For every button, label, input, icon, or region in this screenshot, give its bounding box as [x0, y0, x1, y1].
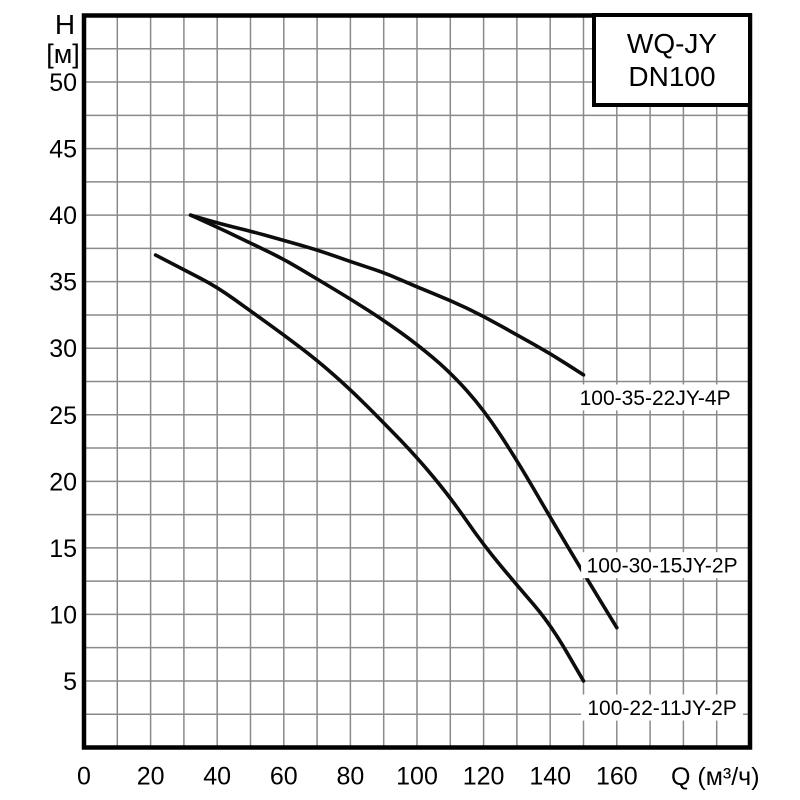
x-tick-label: 60: [270, 763, 298, 791]
x-tick-label: 80: [336, 763, 364, 791]
y-tick-label: 5: [63, 668, 77, 696]
x-tick-label: 120: [463, 763, 505, 791]
pump-curve: [188, 213, 619, 630]
x-axis-unit-label: Q (м³/ч): [671, 763, 760, 791]
x-tick-label: 160: [596, 763, 638, 791]
x-tick-label: 40: [203, 763, 231, 791]
y-tick-label: 10: [49, 601, 77, 629]
y-tick-label: 20: [49, 468, 77, 496]
y-tick-label: 35: [49, 269, 77, 297]
y-tick-label: 25: [49, 402, 77, 430]
title-line-2: DN100: [628, 61, 716, 92]
pump-curve: [153, 253, 586, 683]
y-tick-label: 30: [49, 335, 77, 363]
x-tick-label: 0: [77, 763, 91, 791]
x-tick-label: 20: [137, 763, 165, 791]
curve-label: 100-35-22JY-4P: [580, 387, 731, 410]
y-axis-unit: [м]: [46, 39, 80, 69]
curve-label: 100-30-15JY-2P: [587, 555, 738, 578]
title-box: WQ-JY DN100: [592, 13, 752, 107]
y-tick-label: 40: [49, 202, 77, 230]
title-line-1: WQ-JY: [626, 28, 718, 59]
pump-curve: [188, 213, 586, 377]
curve-label-bg: [574, 384, 737, 411]
x-tick-label: 140: [529, 763, 571, 791]
curve-label-bg: [581, 552, 744, 579]
y-tick-label: 50: [49, 69, 77, 97]
x-tick-label: 100: [396, 763, 438, 791]
curve-label-bg: [581, 694, 744, 721]
curve-label: 100-22-11JY-2P: [587, 697, 736, 720]
y-tick-label: 45: [49, 136, 77, 164]
y-tick-label: 15: [49, 535, 77, 563]
y-axis-letter: H: [54, 9, 76, 40]
plot-border: [81, 13, 753, 750]
